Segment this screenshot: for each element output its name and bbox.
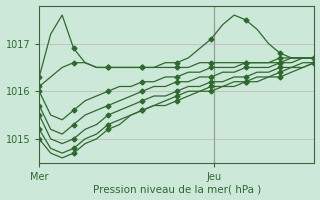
X-axis label: Pression niveau de la mer( hPa ): Pression niveau de la mer( hPa ) — [93, 184, 261, 194]
